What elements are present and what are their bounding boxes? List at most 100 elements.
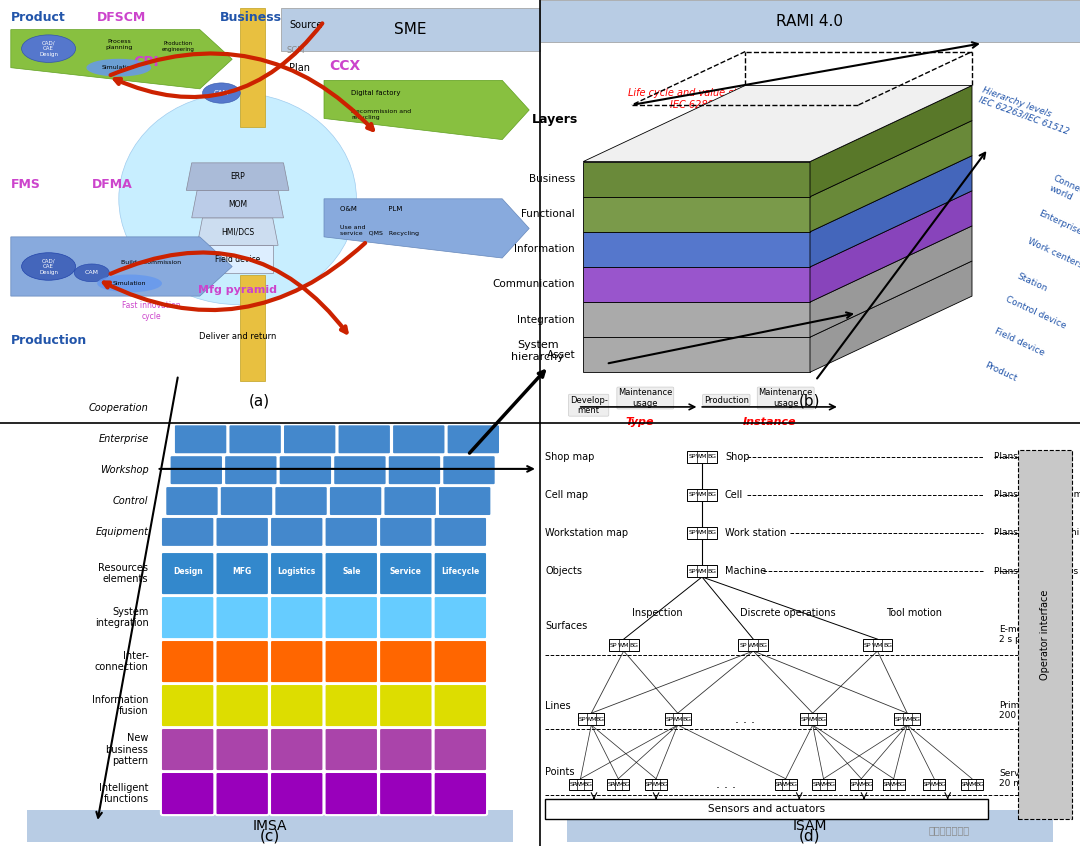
FancyBboxPatch shape <box>379 684 432 727</box>
Text: WM: WM <box>672 717 684 722</box>
Text: WM: WM <box>888 783 900 787</box>
Text: BG: BG <box>681 717 691 722</box>
FancyBboxPatch shape <box>216 552 269 596</box>
FancyBboxPatch shape <box>270 684 324 727</box>
FancyBboxPatch shape <box>279 455 333 486</box>
Text: Field device: Field device <box>994 327 1047 358</box>
Text: Build   Commission: Build Commission <box>121 260 181 265</box>
Text: System
hierarchy: System hierarchy <box>512 340 564 362</box>
Text: Workstation map: Workstation map <box>545 528 629 538</box>
Polygon shape <box>11 30 232 89</box>
Text: BG: BG <box>707 454 716 459</box>
Text: Field device: Field device <box>215 255 260 264</box>
Text: WM: WM <box>855 783 867 787</box>
Bar <box>281 8 540 51</box>
Text: BG: BG <box>816 717 826 722</box>
Polygon shape <box>197 218 279 245</box>
Text: SP: SP <box>961 783 969 787</box>
Text: Inter-
connection: Inter- connection <box>95 651 148 673</box>
Text: Business: Business <box>529 174 576 184</box>
Text: Points: Points <box>545 767 575 777</box>
Text: BG: BG <box>707 492 716 497</box>
Polygon shape <box>203 245 272 272</box>
Polygon shape <box>810 85 972 197</box>
Bar <box>799 713 826 725</box>
Polygon shape <box>11 237 232 296</box>
Text: Sensors and actuators: Sensors and actuators <box>708 804 825 814</box>
Text: SP: SP <box>688 454 696 459</box>
Text: SP: SP <box>774 783 782 787</box>
Bar <box>863 640 892 651</box>
Text: Machine: Machine <box>725 566 766 576</box>
FancyBboxPatch shape <box>270 596 324 640</box>
Polygon shape <box>583 85 972 162</box>
Text: BG: BG <box>883 643 892 647</box>
Bar <box>687 565 717 577</box>
FancyBboxPatch shape <box>433 728 487 772</box>
Bar <box>545 799 988 819</box>
Text: BG: BG <box>896 783 906 787</box>
Text: Resources
elements: Resources elements <box>98 563 148 585</box>
Bar <box>664 713 691 725</box>
Bar <box>882 779 905 790</box>
Text: SP: SP <box>645 783 652 787</box>
Text: SP: SP <box>850 783 858 787</box>
Text: Production: Production <box>11 334 87 347</box>
Text: BG: BG <box>595 717 605 722</box>
Text: Life cycle and value stream
IEC 62890: Life cycle and value stream IEC 62890 <box>627 88 762 110</box>
FancyBboxPatch shape <box>216 772 269 816</box>
Text: Maintenance
usage: Maintenance usage <box>618 388 673 408</box>
Text: SP: SP <box>665 717 673 722</box>
Text: WM: WM <box>697 492 707 497</box>
Polygon shape <box>186 162 289 190</box>
Text: Production
engineering: Production engineering <box>162 41 194 52</box>
FancyBboxPatch shape <box>379 728 432 772</box>
FancyBboxPatch shape <box>270 552 324 596</box>
Text: Logistics: Logistics <box>278 567 315 576</box>
FancyBboxPatch shape <box>438 486 491 516</box>
FancyBboxPatch shape <box>324 596 378 640</box>
Text: Primitive
200 ms plan: Primitive 200 ms plan <box>999 701 1055 720</box>
Polygon shape <box>810 261 972 372</box>
FancyBboxPatch shape <box>174 425 228 454</box>
Ellipse shape <box>22 35 76 63</box>
Text: Source: Source <box>289 20 322 30</box>
Text: BG: BG <box>759 643 768 647</box>
Text: HMI/DCS: HMI/DCS <box>221 227 254 236</box>
FancyBboxPatch shape <box>333 455 387 486</box>
FancyBboxPatch shape <box>433 552 487 596</box>
Polygon shape <box>583 302 810 338</box>
Text: Cell: Cell <box>725 490 743 500</box>
Bar <box>609 640 638 651</box>
FancyBboxPatch shape <box>216 728 269 772</box>
Polygon shape <box>324 199 529 258</box>
Text: Type: Type <box>625 417 654 426</box>
Text: Business: Business <box>220 10 282 24</box>
FancyBboxPatch shape <box>443 455 496 486</box>
Text: Digital factory: Digital factory <box>351 90 401 96</box>
Text: Control device: Control device <box>1004 294 1068 331</box>
FancyBboxPatch shape <box>324 552 378 596</box>
Text: Product: Product <box>983 361 1017 383</box>
Text: (d): (d) <box>799 829 821 844</box>
FancyBboxPatch shape <box>274 486 328 516</box>
Polygon shape <box>583 197 810 232</box>
Bar <box>607 779 630 790</box>
Text: ISAM: ISAM <box>793 819 827 833</box>
Text: Plans for next 3 min: Plans for next 3 min <box>994 529 1080 537</box>
FancyBboxPatch shape <box>161 772 215 816</box>
Text: WM: WM <box>618 643 630 647</box>
Bar <box>923 779 945 790</box>
Polygon shape <box>192 190 283 218</box>
Text: SP: SP <box>688 569 696 574</box>
Text: BG: BG <box>629 643 638 647</box>
Text: FMS: FMS <box>11 178 41 190</box>
FancyBboxPatch shape <box>233 393 286 423</box>
Polygon shape <box>583 232 810 267</box>
Text: Workshop: Workshop <box>99 465 148 475</box>
Text: WM: WM <box>650 783 662 787</box>
Text: SP: SP <box>864 643 872 647</box>
Text: BG: BG <box>707 530 716 536</box>
Text: Plan: Plan <box>289 63 310 73</box>
Text: WM: WM <box>872 643 883 647</box>
